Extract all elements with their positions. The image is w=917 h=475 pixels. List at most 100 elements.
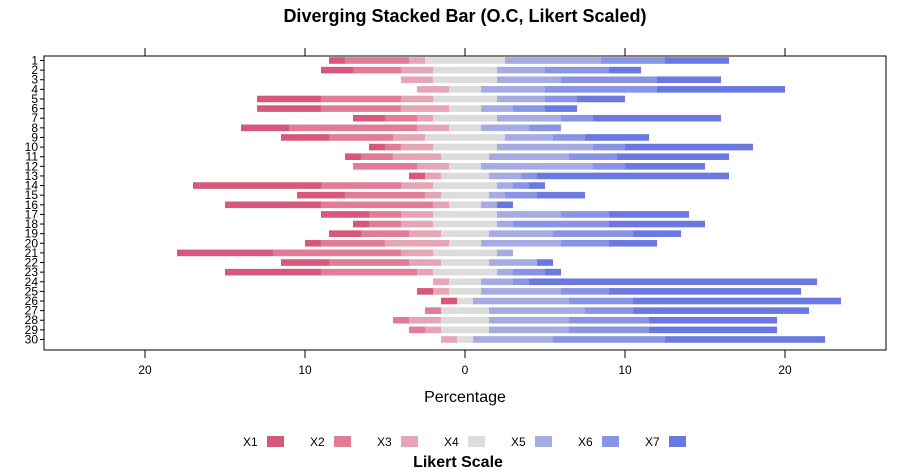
y-tick-label: 12 [25, 159, 39, 173]
bar-segment-x7 [633, 297, 841, 305]
bar-segment-x7 [625, 163, 705, 170]
bar-segment-x4 [449, 201, 481, 209]
bar-segment-x6 [553, 134, 585, 141]
y-tick-label: 20 [25, 236, 39, 250]
bar-segment-x6 [513, 268, 545, 276]
bar-segment-x5 [505, 134, 553, 141]
bar-segment-x6 [569, 297, 633, 305]
bar-segment-x1 [193, 182, 321, 189]
y-tick-label: 8 [31, 121, 38, 135]
bar-segment-x2 [321, 201, 433, 209]
bar-segment-x5 [497, 249, 513, 257]
bar-segment-x6 [561, 239, 609, 247]
y-tick-label: 27 [25, 304, 39, 318]
bar-segment-x5 [497, 66, 545, 74]
y-tick-label: 4 [31, 82, 38, 96]
bar-segment-x2 [273, 249, 401, 257]
bar-segment-x4 [425, 57, 505, 64]
bar-segment-x1 [329, 230, 361, 237]
legend-swatch [602, 436, 619, 447]
legend-swatch [334, 436, 351, 447]
bar-segment-x5 [489, 172, 521, 180]
bar-segment-x4 [433, 249, 497, 257]
bar-segment-x1 [321, 211, 369, 218]
bar-segment-x5 [497, 95, 545, 103]
bar-segment-x4 [433, 220, 497, 228]
y-tick-label: 30 [25, 332, 39, 346]
bar-segment-x3 [409, 230, 441, 237]
bar-segment-x5 [489, 191, 505, 199]
y-tick-label: 16 [25, 198, 39, 212]
bar-segment-x6 [569, 326, 649, 334]
y-tick-label: 7 [31, 111, 38, 125]
x-tick-label: 10 [298, 363, 312, 377]
bar-segment-x4 [449, 124, 481, 132]
bar-segment-x2 [361, 153, 393, 160]
bar-segment-x1 [353, 220, 369, 228]
bar-segment-x6 [561, 114, 593, 122]
y-tick-label: 11 [26, 150, 39, 164]
bar-segment-x4 [441, 259, 489, 266]
bar-segment-x1 [257, 105, 321, 112]
bar-segment-x3 [401, 249, 433, 257]
x-axis-title: Percentage [424, 389, 506, 406]
bar-segment-x4 [433, 114, 497, 122]
bar-segment-x3 [401, 220, 433, 228]
bar-segment-x1 [329, 57, 345, 64]
y-tick-label: 13 [25, 169, 39, 183]
y-tick-label: 10 [25, 140, 39, 154]
bar-segment-x4 [441, 153, 489, 160]
legend-swatch [669, 436, 686, 447]
y-tick-label: 5 [31, 92, 38, 106]
bar-segment-x2 [321, 239, 385, 247]
bar-segment-x1 [297, 191, 345, 199]
legend-label: X7 [645, 435, 660, 449]
bar-segment-x4 [425, 134, 505, 141]
bar-segment-x3 [393, 134, 425, 141]
bar-segment-x6 [513, 278, 529, 286]
bar-segment-x2 [329, 259, 409, 266]
bar-segment-x6 [569, 153, 617, 160]
bar-segment-x3 [441, 336, 457, 343]
bar-segment-x3 [401, 143, 433, 151]
bar-segment-x3 [433, 278, 449, 286]
bar-segment-x7 [537, 191, 585, 199]
y-tick-label: 21 [25, 246, 39, 260]
bar-segment-x3 [401, 95, 433, 103]
bar-segment-x3 [417, 114, 433, 122]
bar-segment-x2 [345, 57, 409, 64]
bar-segment-x6 [593, 143, 625, 151]
bar-segment-x2 [369, 211, 401, 218]
y-tick-label: 14 [25, 179, 39, 193]
bar-segment-x2 [409, 326, 425, 334]
bar-segment-x4 [433, 211, 497, 218]
bar-segment-x4 [449, 278, 481, 286]
bar-segment-x3 [393, 153, 441, 160]
bar-segment-x3 [425, 191, 441, 199]
bar-segment-x6 [561, 288, 609, 295]
bar-segment-x5 [489, 316, 569, 324]
bar-segment-x3 [433, 201, 449, 209]
bar-segment-x4 [449, 163, 481, 170]
bar-segment-x2 [329, 134, 393, 141]
bar-segment-x6 [561, 76, 657, 84]
bar-segment-x4 [441, 316, 489, 324]
y-tick-label: 1 [31, 54, 38, 68]
bar-segment-x6 [593, 163, 625, 170]
bar-segment-x1 [321, 66, 353, 74]
bar-segment-x2 [289, 124, 417, 132]
bar-segment-x2 [321, 105, 401, 112]
bar-segment-x5 [489, 230, 553, 237]
bar-segment-x1 [353, 114, 385, 122]
bar-segment-x7 [545, 268, 561, 276]
legend-title: Likert Scale [413, 454, 503, 471]
bar-segment-x5 [497, 143, 593, 151]
bar-segment-x1 [281, 259, 329, 266]
bar-segment-x7 [649, 326, 777, 334]
bar-segment-x2 [361, 230, 409, 237]
bar-segment-x1 [369, 143, 385, 151]
bar-segment-x1 [281, 134, 329, 141]
bar-segment-x4 [433, 143, 497, 151]
bar-segment-x4 [433, 76, 497, 84]
bar-segment-x6 [513, 105, 545, 112]
